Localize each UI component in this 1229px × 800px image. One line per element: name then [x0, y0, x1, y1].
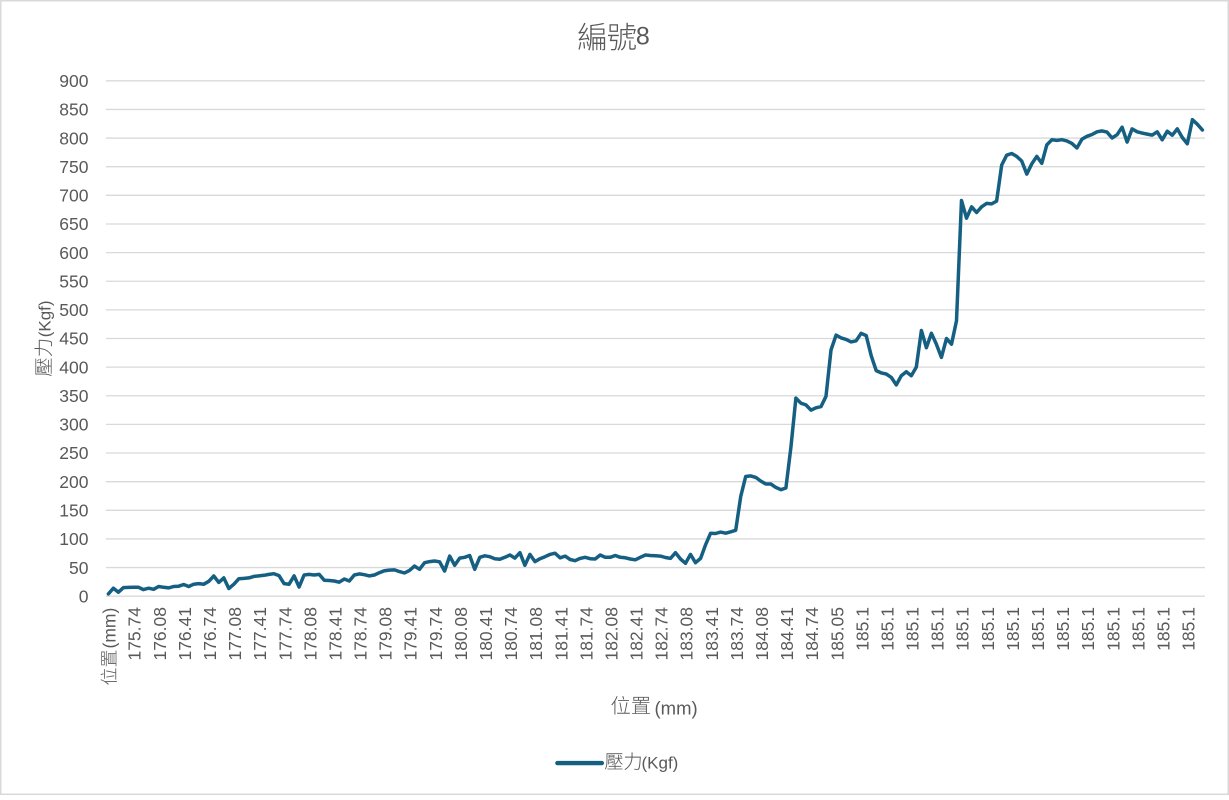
svg-text:185.1: 185.1: [928, 607, 948, 651]
svg-text:0: 0: [79, 586, 89, 606]
svg-text:185.05: 185.05: [827, 607, 847, 661]
svg-text:184.08: 184.08: [752, 607, 772, 661]
svg-text:850: 850: [59, 100, 88, 120]
svg-text:183.08: 183.08: [677, 607, 697, 661]
svg-text:185.1: 185.1: [1128, 607, 1148, 651]
svg-text:900: 900: [59, 71, 88, 91]
svg-text:177.08: 177.08: [225, 607, 245, 661]
svg-text:176.41: 176.41: [175, 607, 195, 661]
svg-text:(Kgf): (Kgf): [36, 300, 55, 337]
svg-text:50: 50: [69, 558, 89, 578]
svg-text:600: 600: [59, 243, 88, 263]
svg-text:184.74: 184.74: [802, 607, 822, 661]
svg-text:185.1: 185.1: [1028, 607, 1048, 651]
svg-text:400: 400: [59, 357, 88, 377]
svg-text:185.1: 185.1: [852, 607, 872, 651]
svg-text:185.1: 185.1: [978, 607, 998, 651]
svg-text:179.41: 179.41: [401, 607, 421, 661]
svg-text:179.08: 179.08: [376, 607, 396, 661]
svg-text:185.1: 185.1: [1078, 607, 1098, 651]
svg-text:185.1: 185.1: [1053, 607, 1073, 651]
svg-text:184.41: 184.41: [777, 607, 797, 661]
svg-text:182.74: 182.74: [652, 607, 672, 661]
svg-text:200: 200: [59, 472, 88, 492]
svg-text:177.74: 177.74: [275, 607, 295, 661]
svg-text:180.41: 180.41: [476, 607, 496, 661]
svg-text:300: 300: [59, 415, 88, 435]
svg-text:176.74: 176.74: [200, 607, 220, 661]
svg-text:181.74: 181.74: [576, 607, 596, 661]
svg-text:175.74: 175.74: [125, 607, 145, 661]
svg-text:185.1: 185.1: [1153, 607, 1173, 651]
svg-text:650: 650: [59, 214, 88, 234]
svg-text:500: 500: [59, 300, 88, 320]
svg-text:700: 700: [59, 186, 88, 206]
svg-text:182.08: 182.08: [601, 607, 621, 661]
svg-text:100: 100: [59, 529, 88, 549]
svg-text:(Kgf): (Kgf): [642, 754, 679, 773]
svg-text:178.41: 178.41: [325, 607, 345, 661]
svg-text:183.74: 183.74: [727, 607, 747, 661]
svg-text:750: 750: [59, 157, 88, 177]
svg-text:179.74: 179.74: [426, 607, 446, 661]
svg-text:183.41: 183.41: [702, 607, 722, 661]
svg-text:550: 550: [59, 271, 88, 291]
svg-text:250: 250: [59, 443, 88, 463]
svg-text:178.74: 178.74: [351, 607, 371, 661]
svg-text:350: 350: [59, 386, 88, 406]
svg-text:185.1: 185.1: [877, 607, 897, 651]
svg-text:8: 8: [636, 23, 650, 51]
svg-text:178.08: 178.08: [300, 607, 320, 661]
svg-text:(mm): (mm): [655, 697, 698, 718]
svg-text:185.1: 185.1: [953, 607, 973, 651]
svg-text:177.41: 177.41: [250, 607, 270, 661]
svg-text:182.41: 182.41: [627, 607, 647, 661]
svg-text:(mm): (mm): [100, 608, 120, 649]
svg-text:150: 150: [59, 501, 88, 521]
svg-text:180.74: 180.74: [501, 607, 521, 661]
svg-text:181.41: 181.41: [551, 607, 571, 661]
svg-text:176.08: 176.08: [150, 607, 170, 661]
svg-text:800: 800: [59, 128, 88, 148]
svg-text:180.08: 180.08: [451, 607, 471, 661]
svg-text:185.1: 185.1: [1179, 607, 1199, 651]
svg-text:185.1: 185.1: [1103, 607, 1123, 651]
svg-text:181.08: 181.08: [526, 607, 546, 661]
svg-text:185.1: 185.1: [1003, 607, 1023, 651]
svg-text:185.1: 185.1: [903, 607, 923, 651]
svg-text:450: 450: [59, 329, 88, 349]
